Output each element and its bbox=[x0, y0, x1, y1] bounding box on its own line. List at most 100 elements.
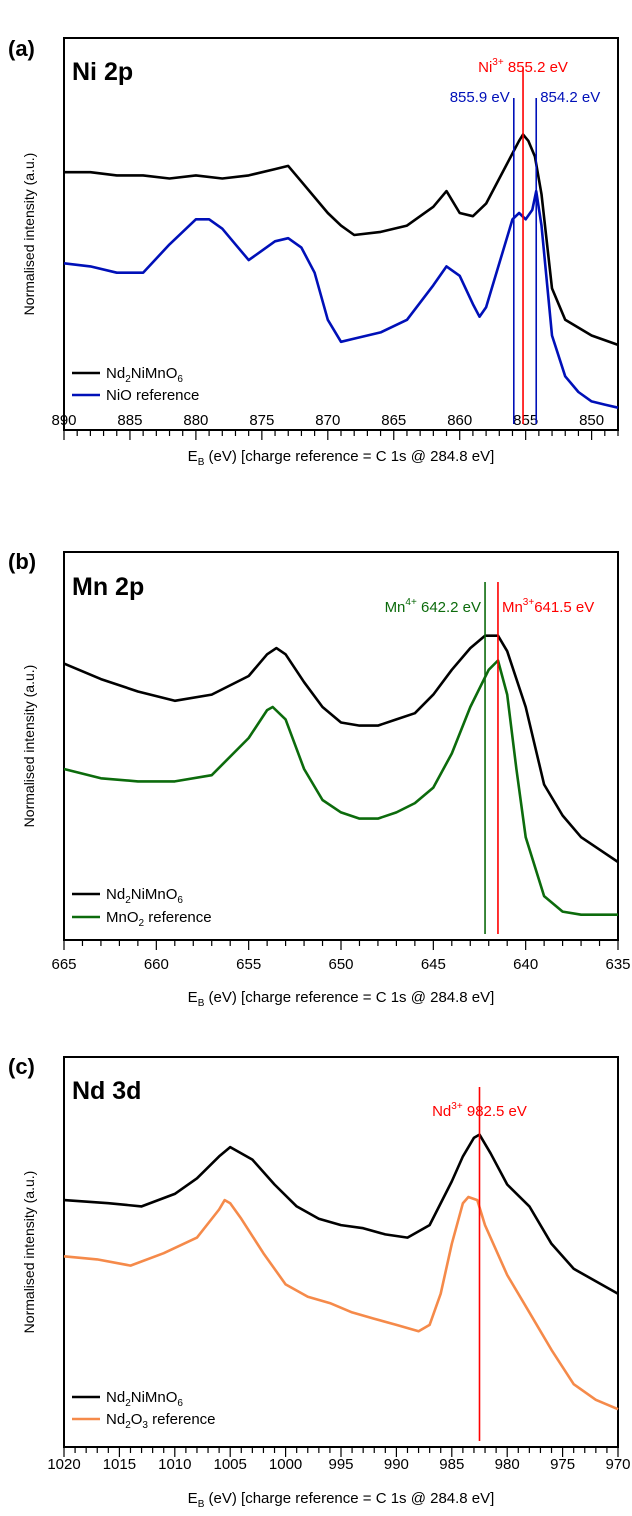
x-tick-label: 645 bbox=[421, 956, 446, 973]
annotation-label-3: 854.2 eV bbox=[540, 89, 600, 106]
x-tick-label: 875 bbox=[249, 412, 274, 429]
annotation-superscript: 3+ bbox=[492, 57, 504, 68]
annotation-value: 982.5 eV bbox=[463, 1103, 527, 1120]
legend-label-2: Nd2O3 reference bbox=[106, 1411, 216, 1431]
chart-panel-3: (c) Nd 3d Normalised intensity (a.u.) 1020 1… bbox=[8, 1054, 631, 1510]
annotation-text: Mn bbox=[385, 599, 406, 616]
legend-label-1: Nd2NiMnO6 bbox=[106, 1389, 183, 1409]
annotation-value: 641.5 eV bbox=[534, 599, 594, 616]
legend-text: Nd bbox=[106, 886, 125, 903]
x-tick-label: 880 bbox=[183, 412, 208, 429]
x-tick-label: 665 bbox=[51, 956, 76, 973]
series-line-1 bbox=[64, 133, 619, 347]
x-tick-label: 1015 bbox=[103, 1456, 136, 1473]
legend-subscript: 6 bbox=[177, 1398, 183, 1409]
legend-text: reference bbox=[148, 1411, 216, 1428]
annotation-superscript: 3+ bbox=[523, 597, 535, 608]
legend-subscript: 2 bbox=[125, 374, 131, 385]
legend-text: NiO reference bbox=[106, 387, 199, 404]
panel-label: (b) bbox=[8, 549, 36, 574]
x-tick-label: 635 bbox=[605, 956, 630, 973]
x-tick-label: 885 bbox=[117, 412, 142, 429]
annotation-label-2: 855.9 eV bbox=[450, 89, 510, 106]
legend-text: NiMnO bbox=[131, 365, 178, 382]
panel-label: (c) bbox=[8, 1054, 35, 1079]
x-tick-label: 990 bbox=[384, 1456, 409, 1473]
annotation-value: 642.2 eV bbox=[417, 599, 481, 616]
legend-text: NiMnO bbox=[131, 1389, 178, 1406]
annotation-value: 855.2 eV bbox=[504, 59, 568, 76]
panel-title: Mn 2p bbox=[72, 573, 144, 601]
x-tick-label: 1000 bbox=[269, 1456, 302, 1473]
annotation-text: Mn bbox=[502, 599, 523, 616]
annotation-label-2: Mn3+641.5 eV bbox=[502, 597, 594, 616]
panel-title: Nd 3d bbox=[72, 1077, 141, 1105]
x-tick-label: 850 bbox=[579, 412, 604, 429]
series-line-1 bbox=[63, 634, 619, 864]
legend-text: Nd bbox=[106, 365, 125, 382]
x-tick-label: 650 bbox=[328, 956, 353, 973]
x-axis-text: (eV) [charge reference = C 1s @ 284.8 eV… bbox=[204, 989, 494, 1006]
panel-title: Ni 2p bbox=[72, 58, 133, 86]
x-axis-subscript: B bbox=[198, 457, 205, 468]
legend-subscript: 2 bbox=[125, 895, 131, 906]
y-axis-label: Normalised intensity (a.u.) bbox=[21, 1171, 37, 1334]
annotation-label-1: Nd3+ 982.5 eV bbox=[432, 1101, 527, 1120]
x-tick-label: 855 bbox=[513, 412, 538, 429]
legend-label-1: Nd2NiMnO6 bbox=[106, 365, 183, 385]
x-axis-label: EB (eV) [charge reference = C 1s @ 284.8… bbox=[188, 448, 495, 468]
series-line-2 bbox=[63, 189, 619, 409]
x-tick-label: 865 bbox=[381, 412, 406, 429]
x-axis-subscript: B bbox=[198, 998, 205, 1009]
chart-panel-1: (a) Ni 2p Normalised intensity (a.u.) 890 88… bbox=[8, 36, 619, 468]
panel-label: (a) bbox=[8, 36, 35, 61]
legend-text: NiMnO bbox=[131, 886, 178, 903]
x-tick-label: 1020 bbox=[47, 1456, 80, 1473]
annotation-text: Nd bbox=[432, 1103, 451, 1120]
legend-subscript: 2 bbox=[125, 1398, 131, 1409]
x-tick-label: 890 bbox=[51, 412, 76, 429]
y-axis-label: Normalised intensity (a.u.) bbox=[21, 153, 37, 316]
x-tick-label: 970 bbox=[605, 1456, 630, 1473]
legend-subscript: 6 bbox=[177, 895, 183, 906]
x-tick-label: 1010 bbox=[158, 1456, 191, 1473]
legend-label-2: MnO2 reference bbox=[106, 909, 212, 929]
x-tick-label: 1005 bbox=[214, 1456, 247, 1473]
x-tick-label: 660 bbox=[144, 956, 169, 973]
legend-label-1: Nd2NiMnO6 bbox=[106, 886, 183, 906]
x-axis-label: EB (eV) [charge reference = C 1s @ 284.8… bbox=[188, 989, 495, 1009]
y-axis-label: Normalised intensity (a.u.) bbox=[21, 665, 37, 828]
annotation-superscript: 4+ bbox=[405, 597, 417, 608]
x-axis-subscript: B bbox=[198, 1499, 205, 1510]
x-axis-text: (eV) [charge reference = C 1s @ 284.8 eV… bbox=[204, 1490, 494, 1507]
x-axis-symbol: E bbox=[188, 448, 198, 465]
legend-text: O bbox=[131, 1411, 143, 1428]
annotation-superscript: 3+ bbox=[451, 1101, 463, 1112]
annotation-label-1: Ni3+ 855.2 eV bbox=[478, 57, 568, 76]
legend-subscript: 3 bbox=[142, 1420, 148, 1431]
x-tick-label: 995 bbox=[328, 1456, 353, 1473]
legend-subscript: 2 bbox=[139, 918, 145, 929]
legend-text: reference bbox=[144, 909, 212, 926]
x-axis-text: (eV) [charge reference = C 1s @ 284.8 eV… bbox=[204, 448, 494, 465]
legend-text: Nd bbox=[106, 1389, 125, 1406]
x-tick-label: 980 bbox=[495, 1456, 520, 1473]
x-axis-label: EB (eV) [charge reference = C 1s @ 284.8… bbox=[188, 1490, 495, 1510]
series-line-2 bbox=[63, 659, 618, 916]
x-axis-symbol: E bbox=[188, 989, 198, 1006]
series-line-2 bbox=[63, 1195, 619, 1411]
x-tick-label: 985 bbox=[439, 1456, 464, 1473]
x-tick-label: 640 bbox=[513, 956, 538, 973]
legend-text: MnO bbox=[106, 909, 139, 926]
x-tick-label: 655 bbox=[236, 956, 261, 973]
series-line-1 bbox=[63, 1133, 619, 1295]
x-axis-symbol: E bbox=[188, 1490, 198, 1507]
legend-subscript: 2 bbox=[125, 1420, 131, 1431]
x-tick-label: 870 bbox=[315, 412, 340, 429]
legend-label-2: NiO reference bbox=[106, 387, 199, 404]
legend-text: Nd bbox=[106, 1411, 125, 1428]
annotation-label-1: Mn4+ 642.2 eV bbox=[385, 597, 481, 616]
x-tick-label: 975 bbox=[550, 1456, 575, 1473]
